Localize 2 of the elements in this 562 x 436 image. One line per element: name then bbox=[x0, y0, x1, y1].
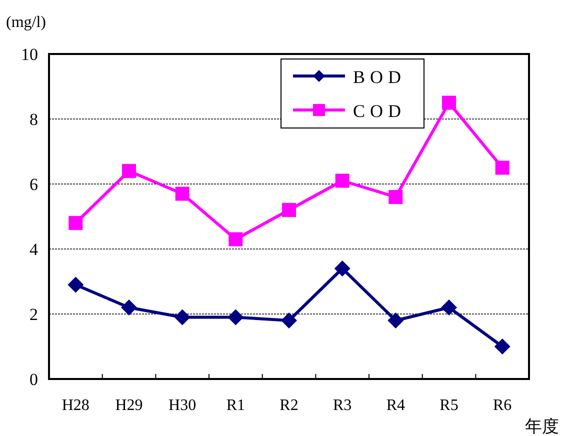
xlabel: 年度 bbox=[525, 417, 559, 436]
ylabel: (mg/l) bbox=[6, 14, 46, 31]
